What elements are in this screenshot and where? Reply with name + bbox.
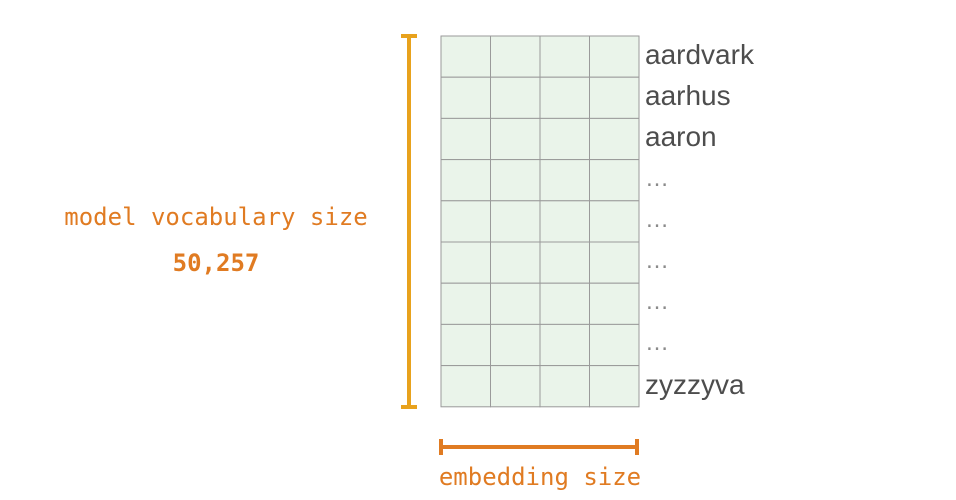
- matrix-cell: [539, 323, 590, 367]
- matrix-cell: [440, 323, 491, 367]
- matrix-cell: [539, 365, 590, 408]
- matrix-cell: [440, 159, 491, 202]
- vocabulary-word: …: [645, 205, 669, 233]
- matrix-cell: [539, 159, 590, 202]
- vocabulary-word: …: [645, 329, 669, 357]
- matrix-cell: [490, 117, 541, 161]
- matrix-cell: [539, 35, 590, 78]
- matrix-cell: [589, 117, 640, 161]
- vocabulary-word: aaron: [645, 121, 717, 153]
- matrix-cell: [539, 241, 590, 284]
- vocabulary-word: aardvark: [645, 39, 754, 70]
- matrix-cell: [490, 159, 541, 202]
- vocabulary-word: aarhus: [645, 80, 731, 112]
- matrix-cell: [589, 159, 640, 202]
- vocabulary-size-label: model vocabulary size: [64, 203, 368, 231]
- matrix-cell: [440, 35, 491, 78]
- matrix-cell: [440, 365, 491, 408]
- matrix-cell: [440, 282, 491, 325]
- vocabulary-word: …: [645, 288, 669, 316]
- matrix-cell: [589, 323, 640, 367]
- matrix-cell: [490, 76, 541, 119]
- embedding-bracket: [439, 439, 639, 455]
- matrix-cell: [589, 200, 640, 243]
- matrix-cell: [440, 200, 491, 243]
- embedding-matrix: [440, 35, 640, 408]
- matrix-cell: [589, 241, 640, 284]
- embedding-size-label: embedding size: [438, 463, 642, 491]
- vocabulary-bracket: [401, 34, 417, 409]
- matrix-cell: [440, 241, 491, 284]
- matrix-cell: [589, 35, 640, 78]
- matrix-cell: [589, 282, 640, 325]
- vocabulary-word: …: [645, 247, 669, 274]
- matrix-cell: [539, 76, 590, 119]
- matrix-cell: [490, 241, 541, 284]
- matrix-cell: [490, 365, 541, 408]
- matrix-cell: [440, 76, 491, 119]
- matrix-cell: [539, 200, 590, 243]
- vocabulary-word: zyzzyva: [645, 368, 745, 400]
- vocabulary-word: …: [645, 164, 669, 192]
- matrix-cell: [440, 117, 491, 161]
- matrix-cell: [589, 76, 640, 119]
- matrix-cell: [490, 282, 541, 325]
- matrix-cell: [490, 200, 541, 243]
- matrix-cell: [539, 117, 590, 161]
- matrix-cell: [490, 35, 541, 78]
- matrix-cell: [589, 365, 640, 408]
- vocabulary-size-value: 50,257: [172, 249, 260, 277]
- matrix-cell: [490, 323, 541, 367]
- matrix-cell: [539, 282, 590, 325]
